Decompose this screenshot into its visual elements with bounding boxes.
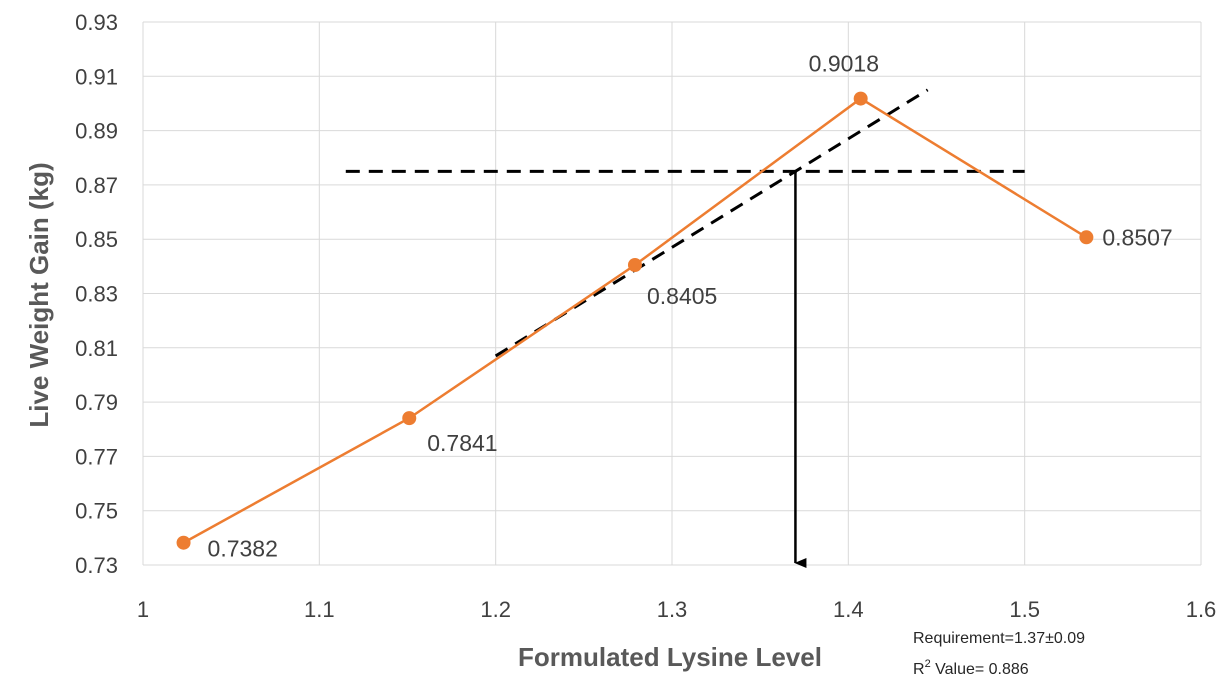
y-tick-label: 0.87 <box>75 173 118 198</box>
x-axis-title: Formulated Lysine Level <box>518 642 822 672</box>
x-tick-label: 1 <box>137 597 149 622</box>
axes: 0.73 0.75 0.77 0.79 0.81 0.83 0.85 0.87 0.89 0.91… <box>75 10 1216 622</box>
data-point <box>176 535 191 550</box>
y-tick-label: 0.81 <box>75 336 118 361</box>
reference-lines <box>345 88 1025 568</box>
x-tick-label: 1.6 <box>1186 597 1217 622</box>
y-tick-label: 0.79 <box>75 390 118 415</box>
x-tick-label: 1.4 <box>833 597 864 622</box>
data-point <box>627 257 642 272</box>
x-tick-label: 1.1 <box>304 597 335 622</box>
series <box>176 91 1094 550</box>
y-axis-title: Live Weight Gain (kg) <box>24 162 54 427</box>
regression-dashed-line <box>494 88 929 358</box>
x-tick-label: 1.3 <box>657 597 688 622</box>
data-point <box>853 91 868 106</box>
y-tick-label: 0.89 <box>75 119 118 144</box>
x-tick-label: 1.5 <box>1009 597 1040 622</box>
r2-superscript: 2 <box>925 658 931 670</box>
y-tick-label: 0.73 <box>75 553 118 578</box>
y-tick-label: 0.85 <box>75 227 118 252</box>
data-labels: 0.7382 0.7841 0.8405 0.9018 0.8507 <box>208 51 1173 562</box>
requirement-annotation: Requirement=1.37±0.09 <box>913 630 1085 647</box>
y-tick-label: 0.93 <box>75 10 118 35</box>
y-tick-label: 0.77 <box>75 444 118 469</box>
y-tick-label: 0.91 <box>75 64 118 89</box>
data-label: 0.8507 <box>1102 224 1172 250</box>
y-tick-label: 0.75 <box>75 499 118 524</box>
data-point <box>1079 230 1094 245</box>
data-label: 0.7382 <box>208 536 278 562</box>
data-label: 0.8405 <box>647 283 717 309</box>
data-label: 0.9018 <box>809 51 879 77</box>
r2-prefix: R <box>913 661 925 678</box>
x-tick-label: 1.2 <box>480 597 511 622</box>
data-point <box>402 411 417 426</box>
r2-annotation: R2 Value= 0.886 <box>913 658 1029 678</box>
y-tick-label: 0.83 <box>75 282 118 307</box>
grid <box>142 21 1202 566</box>
data-label: 0.7841 <box>427 430 497 456</box>
r2-suffix: Value= 0.886 <box>931 661 1029 678</box>
